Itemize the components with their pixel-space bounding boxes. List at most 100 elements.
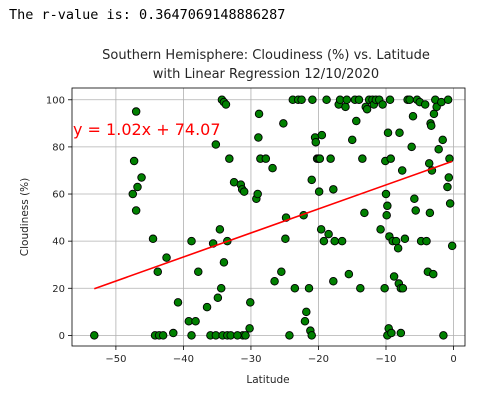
y-tick-label: 40 [52, 237, 65, 248]
data-point [445, 199, 455, 208]
data-point [410, 194, 419, 203]
y-tick-label: 20 [52, 284, 65, 295]
data-point [443, 95, 453, 105]
data-point [131, 206, 141, 215]
data-point [219, 258, 229, 267]
data-point [285, 331, 294, 340]
data-point [383, 128, 393, 138]
y-tick-label: 0 [59, 331, 65, 342]
data-point [356, 284, 365, 293]
data-point [270, 276, 279, 286]
x-axis-label: Latitude [246, 374, 289, 386]
data-point [438, 135, 447, 145]
data-point [383, 201, 392, 211]
data-point [279, 119, 288, 128]
data-point [302, 307, 311, 317]
data-point [341, 102, 350, 112]
x-tick-label: −10 [375, 354, 396, 365]
data-point [131, 107, 141, 116]
data-point [385, 95, 395, 105]
data-point [261, 154, 271, 163]
data-point [158, 331, 168, 340]
y-axis-label: Cloudiness (%) [19, 178, 31, 256]
data-point [202, 302, 212, 312]
data-point [329, 276, 338, 286]
data-point [153, 267, 163, 277]
data-point [215, 225, 225, 234]
data-point [398, 284, 408, 293]
data-point [254, 133, 263, 142]
data-point [315, 154, 325, 163]
data-point [311, 137, 321, 147]
data-point [429, 109, 439, 119]
plot-frame [71, 87, 466, 347]
data-point [277, 267, 286, 277]
data-point [447, 241, 457, 251]
data-point [239, 187, 249, 196]
data-point [337, 236, 347, 246]
data-point [290, 284, 300, 293]
data-point [411, 206, 420, 215]
data-point [376, 225, 385, 234]
data-point [342, 95, 352, 105]
data-point [245, 324, 254, 333]
data-point [90, 331, 99, 340]
data-point [395, 128, 404, 138]
data-point [352, 116, 361, 126]
data-point [326, 154, 335, 163]
data-point [316, 225, 326, 234]
data-point [344, 269, 354, 279]
data-point [304, 284, 314, 293]
data-point [382, 210, 391, 220]
data-point [162, 253, 171, 262]
data-point [443, 182, 452, 192]
data-point [330, 236, 339, 246]
chart-title: Southern Hemisphere: Cloudiness (%) vs. … [102, 48, 430, 63]
data-point [426, 121, 436, 130]
data-point [420, 100, 430, 109]
data-point [358, 154, 367, 163]
data-point [407, 142, 416, 152]
data-point [253, 189, 262, 199]
data-point [381, 189, 391, 199]
x-tick-label: −50 [105, 354, 126, 365]
data-point [424, 159, 434, 168]
data-point [213, 293, 223, 302]
x-tick-label: −40 [173, 354, 194, 365]
data-point [378, 100, 387, 109]
data-point [268, 163, 277, 173]
regression-equation: y = 1.02x + 74.07 [73, 120, 221, 139]
data-point [317, 130, 327, 140]
data-point [387, 328, 396, 338]
data-point [408, 112, 418, 121]
data-point [397, 166, 407, 175]
data-point [324, 229, 333, 239]
data-point [307, 175, 316, 185]
y-tick-label: 80 [52, 142, 65, 153]
data-point [148, 234, 158, 244]
data-point [194, 267, 203, 277]
data-point [405, 95, 414, 105]
data-point [233, 331, 242, 340]
data-point [422, 236, 431, 246]
data-point [362, 104, 372, 114]
data-point [400, 234, 410, 244]
data-point [300, 317, 310, 326]
data-point [322, 95, 331, 105]
data-point [347, 135, 357, 145]
x-tick-label: −30 [240, 354, 261, 365]
data-point [389, 272, 399, 281]
data-point [225, 154, 234, 163]
data-point [386, 154, 395, 163]
data-point [128, 189, 138, 199]
data-point [187, 236, 196, 246]
data-points [90, 95, 457, 340]
data-point [439, 331, 448, 340]
data-point [329, 185, 338, 194]
data-point [444, 173, 454, 182]
data-point [307, 331, 316, 340]
axis-ticks: −50 −40 −30 −20 −10 0 0 20 40 60 80 100 [46, 95, 457, 365]
y-tick-label: 100 [46, 95, 65, 106]
r-value-output: The r-value is: 0.3647069148886287 [9, 7, 286, 23]
